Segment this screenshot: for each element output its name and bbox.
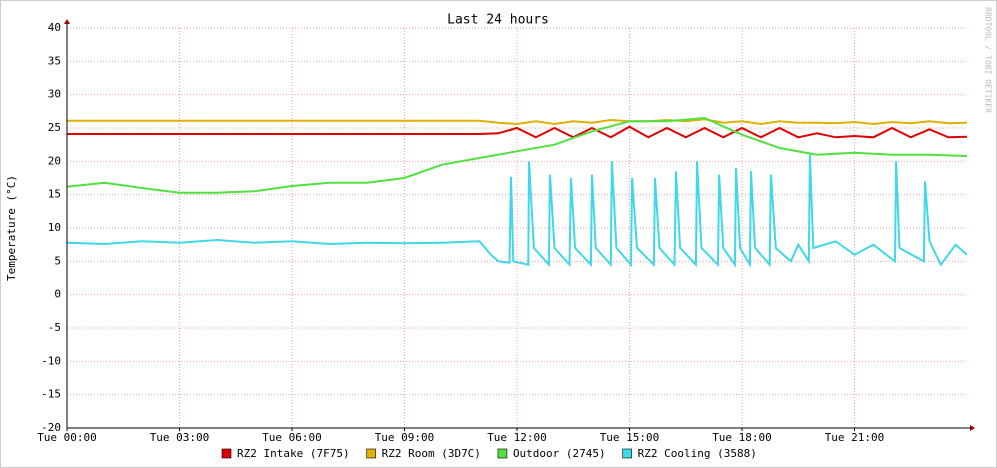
x-tick-label: Tue 03:00 (150, 431, 210, 444)
y-tick-label: 30 (48, 88, 61, 101)
y-tick-label: 25 (48, 121, 61, 134)
legend-label: RZ2 Intake (7F75) (237, 447, 350, 460)
x-tick-label: Tue 21:00 (825, 431, 885, 444)
legend-label: RZ2 Cooling (3588) (638, 447, 757, 460)
plot (66, 116, 968, 269)
x-tick-label: Tue 06:00 (262, 431, 322, 444)
y-tick-label: 40 (48, 21, 61, 34)
x-arrow (970, 425, 975, 431)
legend-swatch (366, 448, 376, 459)
y-tick-label: 5 (54, 254, 61, 267)
x-tick-label: Tue 18:00 (712, 431, 772, 444)
series-line (67, 125, 968, 139)
legend-swatch (497, 448, 508, 459)
x-tick-label: Tue 15:00 (600, 431, 660, 444)
x-tick-label: Tue 09:00 (375, 431, 435, 444)
series-line (67, 118, 968, 126)
y-tick-label: 20 (48, 154, 61, 167)
y-tick-label: 15 (48, 188, 61, 201)
y-tick-label: -20 (41, 421, 61, 434)
chart-title: Last 24 hours (447, 13, 549, 28)
y-tick-label: 0 (54, 288, 61, 301)
y-axis-label: Temperature (°C) (5, 175, 18, 281)
legend-label: Outdoor (2745) (513, 447, 606, 460)
series-line (66, 154, 968, 269)
legend-swatch (221, 448, 232, 459)
x-tick-label: Tue 12:00 (487, 431, 547, 444)
legend-swatch (622, 448, 632, 459)
series-line (66, 116, 968, 194)
y-arrow (64, 19, 70, 24)
y-tick-label: -5 (48, 321, 61, 334)
watermark: RRDTOOL / TOBI OETIKER (984, 7, 993, 113)
legend: RZ2 Intake (7F75) RZ2 Room (3D7C) Outdoor … (221, 447, 757, 460)
legend-label: RZ2 Room (3D7C) (382, 447, 481, 460)
y-tick-label: 10 (48, 221, 61, 234)
x-tick-label: Tue 00:00 (37, 431, 97, 444)
y-tick-label: -10 (41, 354, 61, 367)
axes: -20 -15 -10 -5 0 5 10 15 20 25 30 35 40 Tue 00:00 Tue … (37, 19, 975, 444)
y-tick-label: -15 (41, 388, 61, 401)
y-tick-label: 35 (48, 54, 61, 67)
